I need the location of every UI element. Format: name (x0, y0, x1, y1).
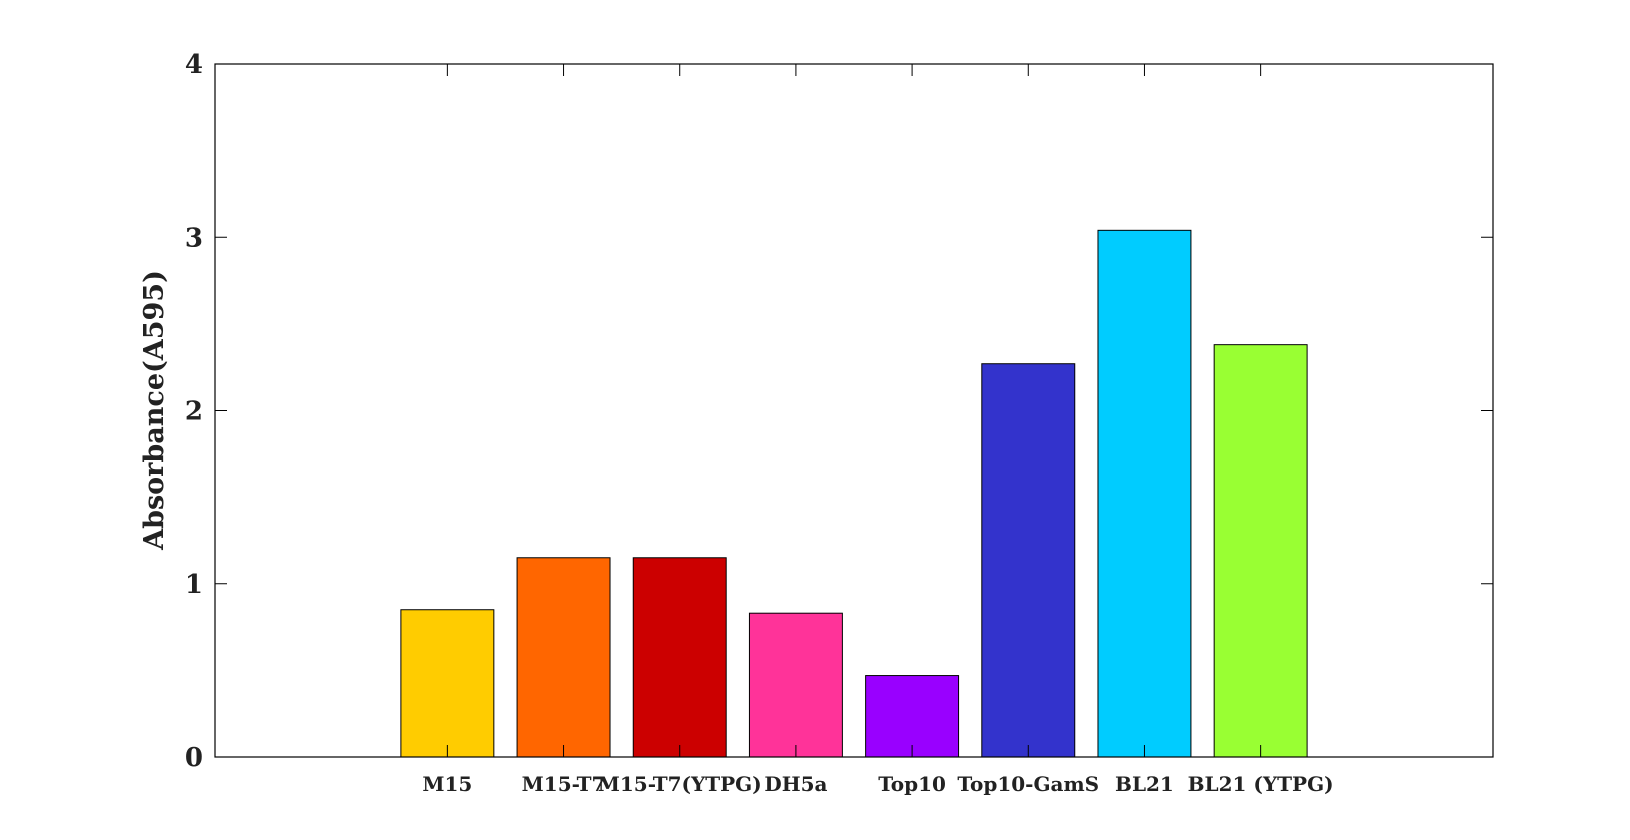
y-tick-label: 0 (185, 743, 203, 773)
bar-m15-t7-ytpg (632, 557, 727, 758)
y-tick-label: 1 (185, 570, 203, 600)
x-tick-label: Top10-GamS (957, 772, 1099, 796)
bar-top10-gams (981, 363, 1076, 758)
bar-dh5a (748, 612, 843, 758)
x-tick-label: DH5a (764, 772, 827, 796)
bar-m15-t7 (516, 557, 611, 758)
y-tick-label: 3 (185, 223, 203, 253)
bar-bl21-ytpg (1213, 344, 1308, 758)
y-tick-label: 2 (185, 397, 203, 427)
y-tick-label: 4 (185, 50, 203, 80)
y-tick-labels: 0 1 2 3 4 (185, 50, 203, 773)
y-axis-label: Absorbance(A595) (139, 270, 170, 551)
bar-bl21 (1097, 229, 1192, 758)
bar-m15 (400, 609, 495, 758)
x-tick-label: BL21 (1115, 772, 1174, 796)
x-tick-label: M15-T7 (522, 772, 606, 796)
x-tick-label: BL21 (YTPG) (1188, 772, 1334, 796)
plot-frame (214, 63, 1494, 758)
x-tick-label: M15 (422, 772, 472, 796)
bar-top10 (865, 675, 960, 758)
bars-group (400, 229, 1308, 758)
x-tick-label: Top10 (878, 772, 946, 796)
x-tick-label: M15-T7(YTPG) (598, 772, 762, 796)
